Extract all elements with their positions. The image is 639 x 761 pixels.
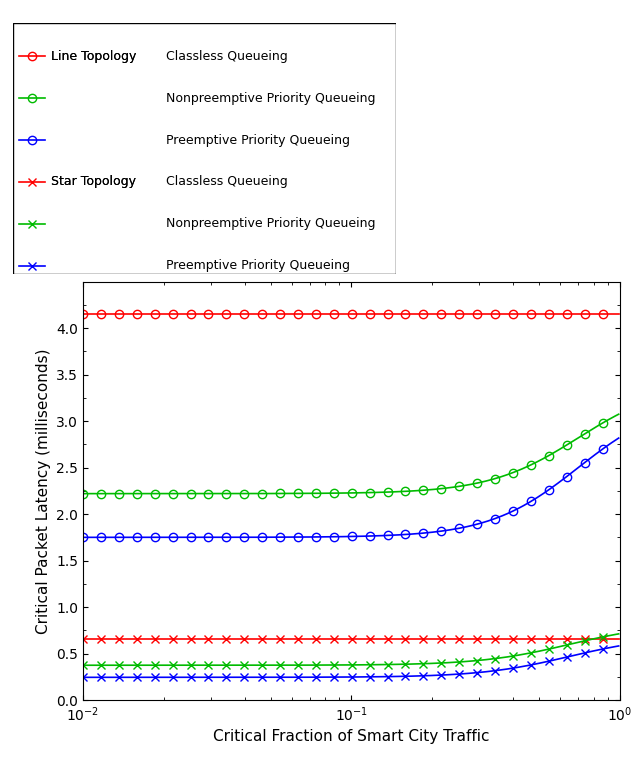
Text: Star Topology: Star Topology — [51, 175, 136, 189]
Text: Line Topology: Line Topology — [51, 49, 137, 63]
Text: Classless Queueing: Classless Queueing — [166, 49, 288, 63]
Text: Line Topology: Line Topology — [51, 49, 137, 63]
Y-axis label: Critical Packet Latency (milliseconds): Critical Packet Latency (milliseconds) — [36, 348, 50, 634]
Text: Preemptive Priority Queueing: Preemptive Priority Queueing — [166, 133, 350, 147]
Text: Nonpreemptive Priority Queueing: Nonpreemptive Priority Queueing — [166, 91, 376, 105]
Text: Nonpreemptive Priority Queueing: Nonpreemptive Priority Queueing — [166, 217, 376, 231]
X-axis label: Critical Fraction of Smart City Traffic: Critical Fraction of Smart City Traffic — [213, 729, 489, 744]
Text: Star Topology: Star Topology — [51, 175, 136, 189]
Text: Preemptive Priority Queueing: Preemptive Priority Queueing — [166, 259, 350, 272]
Text: Classless Queueing: Classless Queueing — [166, 175, 288, 189]
